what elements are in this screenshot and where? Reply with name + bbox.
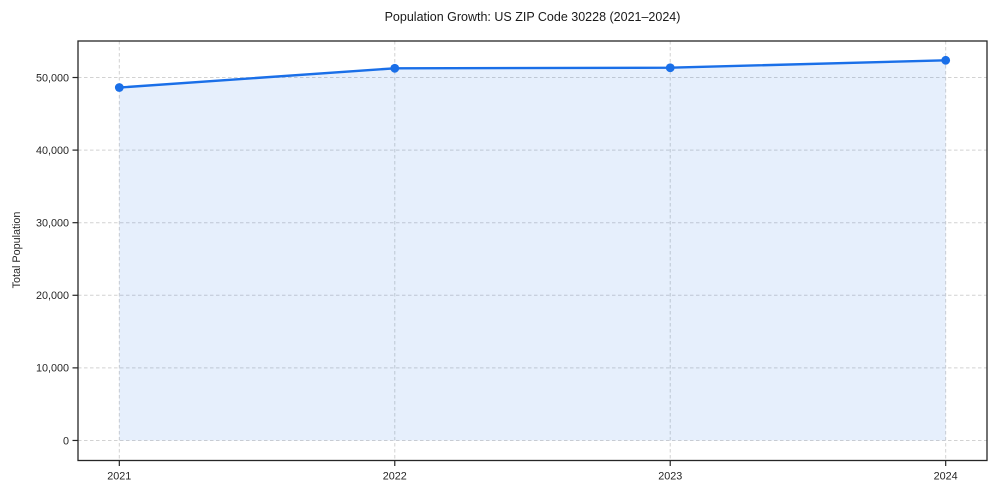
data-point [390,63,400,73]
x-tick-label: 2024 [934,471,958,483]
y-tick-label: 40,000 [36,145,69,157]
y-tick-label: 10,000 [36,363,69,375]
y-tick-label: 20,000 [36,290,69,302]
data-point [665,63,675,73]
x-tick-label: 2022 [383,471,407,483]
y-tick-label: 0 [63,435,69,447]
x-tick-label: 2021 [107,471,131,483]
chart-title: Population Growth: US ZIP Code 30228 (20… [384,10,681,24]
y-tick-label: 30,000 [36,217,69,229]
area-fill [119,60,946,441]
data-line [118,59,947,89]
data-point [941,55,951,65]
y-tick-label: 50,000 [36,72,69,84]
data-point [114,83,124,92]
x-tick-label: 2023 [658,471,682,483]
plot-border [77,40,988,462]
